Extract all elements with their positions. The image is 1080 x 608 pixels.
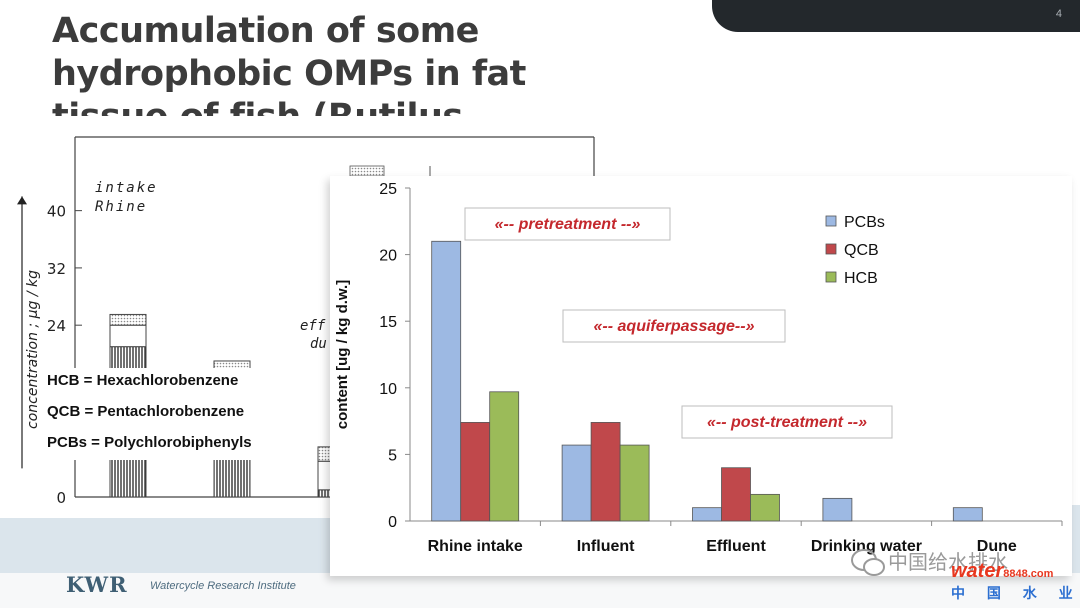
top-bar: 4 <box>712 0 1080 32</box>
bar-pcbs-3 <box>822 497 853 522</box>
annotation-text: «-- pretreatment --» <box>495 216 641 233</box>
annotation-box <box>681 405 893 439</box>
y-tick-label: 25 <box>379 181 397 198</box>
abbr-hcb: HCB = Hexachlorobenzene <box>47 372 239 389</box>
x-tick-label: Effluent <box>706 538 766 555</box>
bar-chart-svg: 0 5 10 15 20 25 Rhine intake Influent Effluent Dr… <box>334 181 1063 555</box>
footer <box>0 573 1080 608</box>
bar-pcbs-2 <box>692 507 722 522</box>
bar-pcbs-0 <box>431 240 462 522</box>
watermark-brand: water8848.com <box>951 560 1053 583</box>
watermark-subtitle: 中 国 水 业 网 <box>951 585 1080 601</box>
old-bar-segment <box>109 324 147 348</box>
abbreviation-legend: HCB = Hexachlorobenzene QCB = Pentachlor… <box>40 368 290 460</box>
wechat-icon <box>851 549 885 576</box>
x-tick-label: Rhine intake <box>428 538 523 555</box>
old-annotation-intake: intake <box>95 180 158 196</box>
old-annotation-du: du <box>310 336 327 352</box>
old-y-axis-label: concentration ; μg / kg <box>25 270 41 429</box>
annotation-box <box>464 207 671 241</box>
bar-hcb-0 <box>489 391 520 522</box>
kwr-tagline: Watercycle Research Institute <box>150 580 296 592</box>
kwr-logo: KWR <box>66 572 128 597</box>
old-bar-segment <box>109 313 147 326</box>
slide-title: Accumulation of some hydrophobic OMPs in… <box>52 11 526 116</box>
watermark-text: 中国给水排水 <box>888 552 1008 574</box>
old-y-tick-label: 32 <box>47 260 66 278</box>
legend-label-pcbs: PCBs <box>844 214 885 231</box>
legend-swatch-qcb <box>825 243 837 255</box>
old-annotation-eff: eff <box>300 318 326 334</box>
y-tick-label: 20 <box>379 248 397 265</box>
y-tick-label: 5 <box>388 447 397 464</box>
y-tick-label: 0 <box>388 514 397 531</box>
watermark-brand-word: water <box>951 560 1004 582</box>
annotation-text: «-- post-treatment --» <box>707 414 867 431</box>
bar-qcb-2 <box>721 467 751 522</box>
old-y-axis-arrowhead <box>17 196 27 205</box>
y-tick-label: 15 <box>379 314 397 331</box>
old-y-tick-label: 40 <box>47 203 66 221</box>
annotation-box <box>562 309 786 343</box>
old-legend-swatch <box>349 165 385 177</box>
bar-qcb-0 <box>460 422 491 522</box>
bar-hcb-1 <box>619 444 650 522</box>
x-tick-label: Dune <box>977 538 1017 555</box>
old-bar-segment <box>213 453 251 498</box>
legend-swatch-hcb <box>825 271 837 283</box>
old-y-tick-label: 0 <box>56 489 66 507</box>
x-tick-label: Drinking water <box>811 538 922 555</box>
old-annotation-rhine: Rhine <box>95 199 147 215</box>
bar-chart: 0 5 10 15 20 25 Rhine intake Influent Effluent Dr… <box>330 176 1072 576</box>
y-tick-label: 10 <box>379 381 397 398</box>
x-tick-label: Influent <box>577 538 635 555</box>
y-axis-label: content [ug / kg d.w.] <box>334 280 351 429</box>
bar-pcbs-1 <box>561 444 592 522</box>
watermark-brand-suffix: 8848.com <box>1003 568 1054 580</box>
annotation-text: «-- aquiferpassage--» <box>594 318 755 335</box>
legend-label-hcb: HCB <box>844 270 878 287</box>
bar-hcb-2 <box>750 493 780 522</box>
legend-swatch-pcbs <box>825 215 837 227</box>
old-y-tick-label: 24 <box>47 317 66 335</box>
abbr-qcb: QCB = Pentachlorobenzene <box>47 403 245 420</box>
abbr-pcbs: PCBs = Polychlorobiphenyls <box>47 434 252 451</box>
watermark: 中国给水排水 water8848.com 中 国 水 业 网 <box>850 540 1080 608</box>
slide-number: 4 <box>1055 8 1062 20</box>
legend-label-qcb: QCB <box>844 242 879 259</box>
bar-pcbs-4 <box>952 507 983 522</box>
bar-qcb-1 <box>590 422 621 522</box>
